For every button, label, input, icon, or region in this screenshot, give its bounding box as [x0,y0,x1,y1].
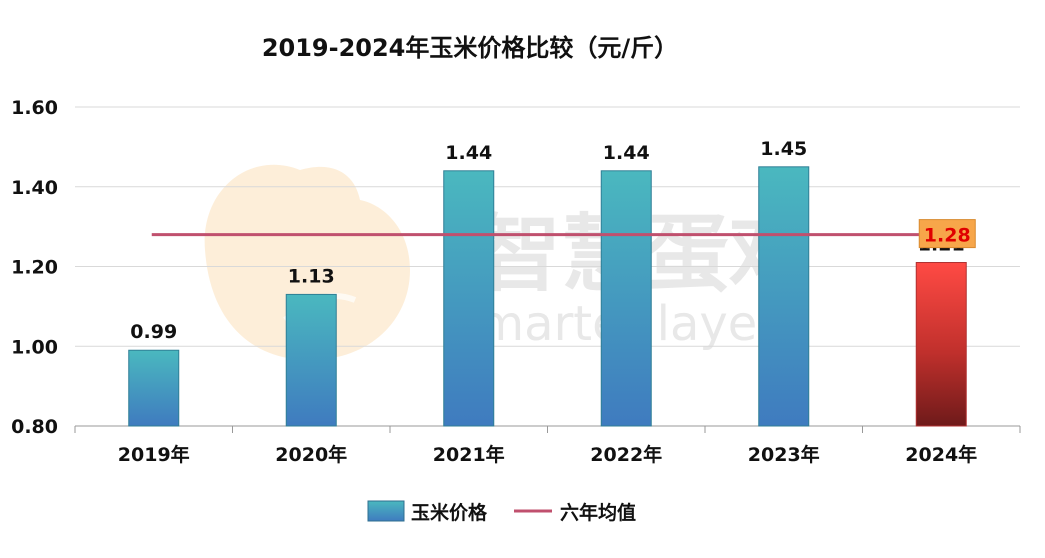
average-label-box [918,219,976,249]
x-tick-label: 2019年 [118,443,190,466]
y-axis-ticks: 0.80 1.00 1.20 1.40 1.60 [11,97,58,438]
x-tick-label: 2023年 [748,443,820,466]
bar [285,293,337,427]
bar [758,166,810,427]
data-label: 0.99 [130,321,177,343]
watermark-chicken-logo [204,164,410,360]
x-tick-label: 2021年 [433,443,505,466]
x-tick-label: 2024年 [905,443,977,466]
legend: 玉米价格 六年均值 [367,500,636,524]
data-labels: 0.991.131.441.441.451.21 [130,138,964,343]
x-tick-label: 2020年 [275,443,347,466]
x-axis-ticks: 2019年 2020年 2021年 2022年 2023年 2024年 [74,426,1021,466]
legend-label-average: 六年均值 [560,501,636,524]
data-label: 1.44 [445,142,492,164]
legend-label-bar: 玉米价格 [411,501,488,524]
x-tick-label: 2022年 [590,443,662,466]
gridlines [75,106,1020,427]
data-label: 1.45 [760,138,807,160]
average-line-group: 1.28 [151,219,976,249]
bar [443,170,495,427]
data-label: 1.13 [288,265,335,287]
y-tick-label: 1.40 [11,177,58,199]
average-label: 1.28 [924,225,971,247]
y-tick-label: 1.00 [11,336,58,358]
y-tick-label: 1.20 [11,257,58,279]
y-tick-label: 1.60 [11,97,58,119]
legend-swatch-bar [367,500,405,522]
bar [915,262,967,427]
bars [128,166,967,427]
data-label: 1.44 [603,142,650,164]
chart-title: 2019-2024年玉米价格比较（元/斤） [262,34,678,62]
bar [600,170,652,427]
bar [128,349,180,427]
y-tick-label: 0.80 [11,416,58,438]
